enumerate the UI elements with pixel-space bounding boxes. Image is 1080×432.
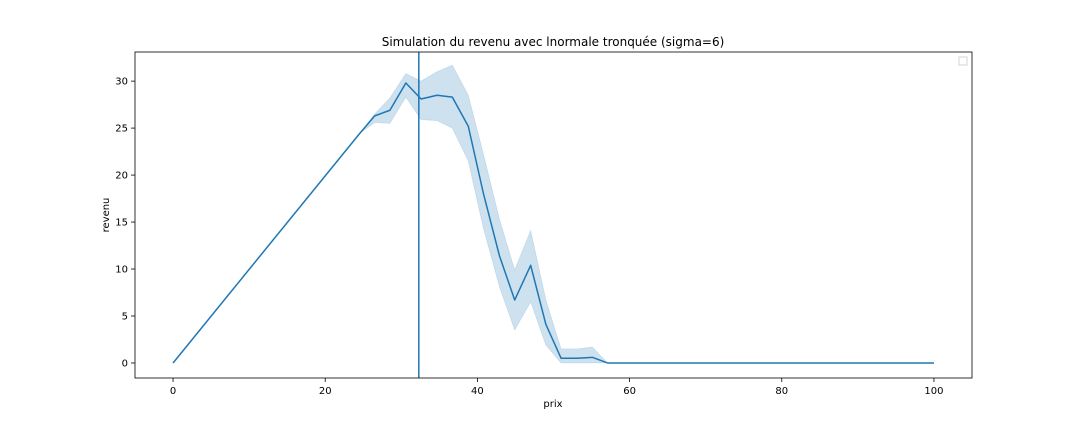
data-point bbox=[576, 357, 579, 360]
y-tick-label: 0 bbox=[122, 358, 128, 369]
data-point bbox=[513, 299, 516, 302]
y-axis-label: revenu bbox=[101, 198, 112, 233]
y-tick-label: 15 bbox=[115, 218, 128, 229]
y-tick-label: 10 bbox=[115, 265, 128, 276]
data-point bbox=[544, 323, 547, 326]
data-point bbox=[606, 361, 609, 364]
y-tick-label: 5 bbox=[122, 311, 128, 322]
data-point bbox=[404, 82, 407, 85]
chart-title: Simulation du revenu avec lnormale tronq… bbox=[382, 35, 725, 49]
data-point bbox=[451, 96, 454, 99]
data-point bbox=[482, 192, 485, 195]
y-tick-label: 25 bbox=[115, 124, 128, 135]
y-axis: 0 5 10 15 20 25 30 bbox=[115, 77, 135, 369]
data-point bbox=[388, 109, 391, 112]
x-tick-label: 20 bbox=[319, 386, 332, 397]
data-point bbox=[560, 357, 563, 360]
data-point bbox=[498, 254, 501, 257]
data-point bbox=[436, 94, 439, 97]
y-tick-label: 30 bbox=[115, 77, 128, 88]
data-point bbox=[420, 97, 423, 100]
legend-box bbox=[958, 56, 968, 66]
data-point bbox=[358, 132, 361, 135]
x-tick-label: 40 bbox=[471, 386, 484, 397]
y-tick-label: 20 bbox=[115, 171, 128, 182]
plot-area bbox=[172, 52, 935, 378]
x-tick-label: 60 bbox=[623, 386, 636, 397]
x-tick-label: 0 bbox=[170, 386, 176, 397]
data-point bbox=[591, 356, 594, 359]
data-point bbox=[373, 114, 376, 117]
x-axis: 0 20 40 60 80 100 bbox=[170, 378, 944, 397]
data-point bbox=[529, 264, 532, 267]
data-point bbox=[932, 361, 935, 364]
axes-frame bbox=[134, 51, 973, 379]
confidence-band bbox=[172, 64, 934, 364]
x-axis-label: prix bbox=[543, 399, 562, 410]
revenue-line bbox=[172, 82, 934, 364]
x-tick-label: 80 bbox=[775, 386, 788, 397]
x-tick-label: 100 bbox=[924, 386, 943, 397]
data-point bbox=[467, 125, 470, 128]
data-point bbox=[172, 361, 175, 364]
